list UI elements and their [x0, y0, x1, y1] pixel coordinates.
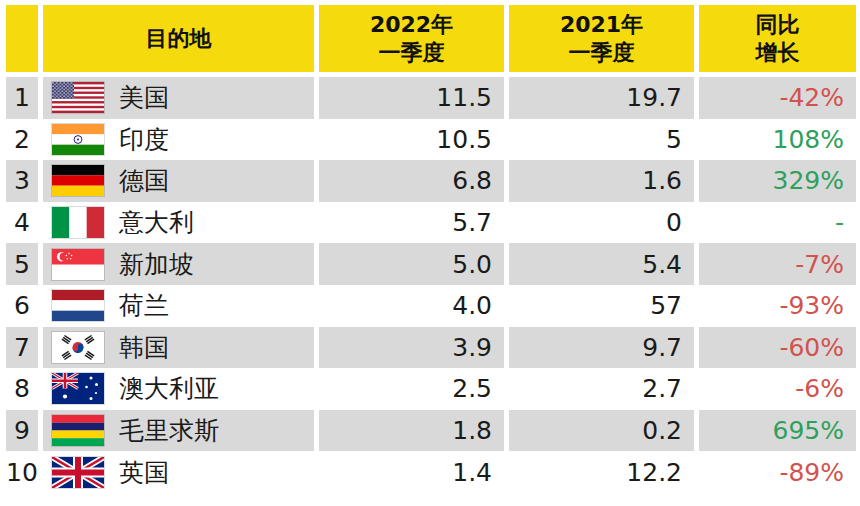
q1-2021-value: 5	[509, 119, 694, 161]
country-name: 澳大利亚	[119, 372, 219, 405]
q1-2021-value: 1.6	[509, 160, 694, 202]
q1-2022-value: 5.0	[319, 243, 504, 285]
yoy-growth-value: -93%	[699, 285, 856, 327]
country-name: 荷兰	[119, 289, 169, 322]
rank-cell: 2	[6, 119, 38, 161]
destination-cell: 新加坡	[43, 243, 314, 285]
rank-header-cell	[6, 5, 38, 72]
q1-2021-value: 19.7	[509, 77, 694, 119]
flag-icon-united-states	[52, 82, 104, 113]
q1-2022-value: 5.7	[319, 202, 504, 244]
flag-icon-germany	[52, 165, 104, 196]
rank-cell: 1	[6, 77, 38, 119]
destinations-table: 目的地 2022年 一季度 2021年 一季度 同比 增长 1 美国 11.5	[6, 5, 856, 493]
country-name: 印度	[119, 123, 169, 156]
q1-2022-value: 6.8	[319, 160, 504, 202]
destination-header-cell: 目的地	[43, 5, 314, 72]
country-name: 英国	[119, 456, 169, 489]
yoy-growth-value: -42%	[699, 77, 856, 119]
table-row: 7 韩国 3.9 9.7 -60%	[6, 327, 856, 369]
table-row: 10 英国 1.4 12.2 -89%	[6, 451, 856, 493]
page: { "colors": { "header_bg": "#F5DB0D", "r…	[0, 0, 860, 506]
rank-cell: 5	[6, 243, 38, 285]
country-name: 意大利	[119, 206, 194, 239]
q1-2021-value: 9.7	[509, 327, 694, 369]
q1-2022-value: 1.8	[319, 410, 504, 452]
table-row: 6 荷兰 4.0 57 -93%	[6, 285, 856, 327]
rank-cell: 6	[6, 285, 38, 327]
table-row: 5 新加坡 5.0 5.4 -7%	[6, 243, 856, 285]
country-name: 毛里求斯	[119, 414, 219, 447]
country-name: 新加坡	[119, 248, 194, 281]
q1-2021-value: 12.2	[509, 451, 694, 493]
q1-2022-header-line2: 一季度	[379, 39, 445, 67]
rank-cell: 9	[6, 410, 38, 452]
destination-cell: 韩国	[43, 327, 314, 369]
destination-cell: 意大利	[43, 202, 314, 244]
rank-cell: 10	[6, 451, 38, 493]
flag-icon-india	[52, 124, 104, 155]
table-row: 8 澳大利亚 2.5 2.7 -6%	[6, 368, 856, 410]
q1-2022-header-cell: 2022年 一季度	[319, 5, 504, 72]
destination-cell: 荷兰	[43, 285, 314, 327]
country-name: 美国	[119, 81, 169, 114]
table-row: 9 毛里求斯 1.8 0.2 695%	[6, 410, 856, 452]
flag-icon-united-kingdom	[52, 457, 104, 488]
yoy-growth-value: 695%	[699, 410, 856, 452]
table-row: 3 德国 6.8 1.6 329%	[6, 160, 856, 202]
yoy-growth-value: -7%	[699, 243, 856, 285]
flag-icon-mauritius	[52, 415, 104, 446]
table-header-row: 目的地 2022年 一季度 2021年 一季度 同比 增长	[6, 5, 856, 72]
q1-2021-value: 57	[509, 285, 694, 327]
table-row: 4 意大利 5.7 0 -	[6, 202, 856, 244]
destination-cell: 美国	[43, 77, 314, 119]
yoy-header-line1: 同比	[756, 11, 800, 39]
q1-2021-value: 0	[509, 202, 694, 244]
destination-cell: 澳大利亚	[43, 368, 314, 410]
destination-cell: 毛里求斯	[43, 410, 314, 452]
q1-2021-value: 2.7	[509, 368, 694, 410]
destination-cell: 印度	[43, 119, 314, 161]
country-name: 德国	[119, 164, 169, 197]
yoy-header-cell: 同比 增长	[699, 5, 856, 72]
table-row: 2 印度 10.5 5 108%	[6, 119, 856, 161]
yoy-growth-value: -60%	[699, 327, 856, 369]
q1-2021-header-line2: 一季度	[569, 39, 635, 67]
flag-icon-south-korea	[52, 332, 104, 363]
country-name: 韩国	[119, 331, 169, 364]
q1-2022-value: 3.9	[319, 327, 504, 369]
rank-cell: 7	[6, 327, 38, 369]
q1-2022-value: 10.5	[319, 119, 504, 161]
flag-icon-netherlands	[52, 290, 104, 321]
q1-2022-value: 1.4	[319, 451, 504, 493]
yoy-header-line2: 增长	[756, 39, 800, 67]
yoy-growth-value: 329%	[699, 160, 856, 202]
flag-icon-italy	[52, 207, 104, 238]
yoy-growth-value: -89%	[699, 451, 856, 493]
q1-2021-header-line1: 2021年	[560, 11, 643, 39]
destination-header-label: 目的地	[146, 25, 212, 53]
destination-cell: 德国	[43, 160, 314, 202]
destination-cell: 英国	[43, 451, 314, 493]
q1-2022-header-line1: 2022年	[370, 11, 453, 39]
flag-icon-australia	[52, 373, 104, 404]
q1-2022-value: 11.5	[319, 77, 504, 119]
yoy-growth-value: -	[699, 202, 856, 244]
table-row: 1 美国 11.5 19.7 -42%	[6, 77, 856, 119]
flag-icon-singapore	[52, 249, 104, 280]
yoy-growth-value: 108%	[699, 119, 856, 161]
rank-cell: 8	[6, 368, 38, 410]
yoy-growth-value: -6%	[699, 368, 856, 410]
q1-2021-value: 5.4	[509, 243, 694, 285]
q1-2022-value: 4.0	[319, 285, 504, 327]
q1-2021-value: 0.2	[509, 410, 694, 452]
rank-cell: 4	[6, 202, 38, 244]
q1-2022-value: 2.5	[319, 368, 504, 410]
rank-cell: 3	[6, 160, 38, 202]
q1-2021-header-cell: 2021年 一季度	[509, 5, 694, 72]
